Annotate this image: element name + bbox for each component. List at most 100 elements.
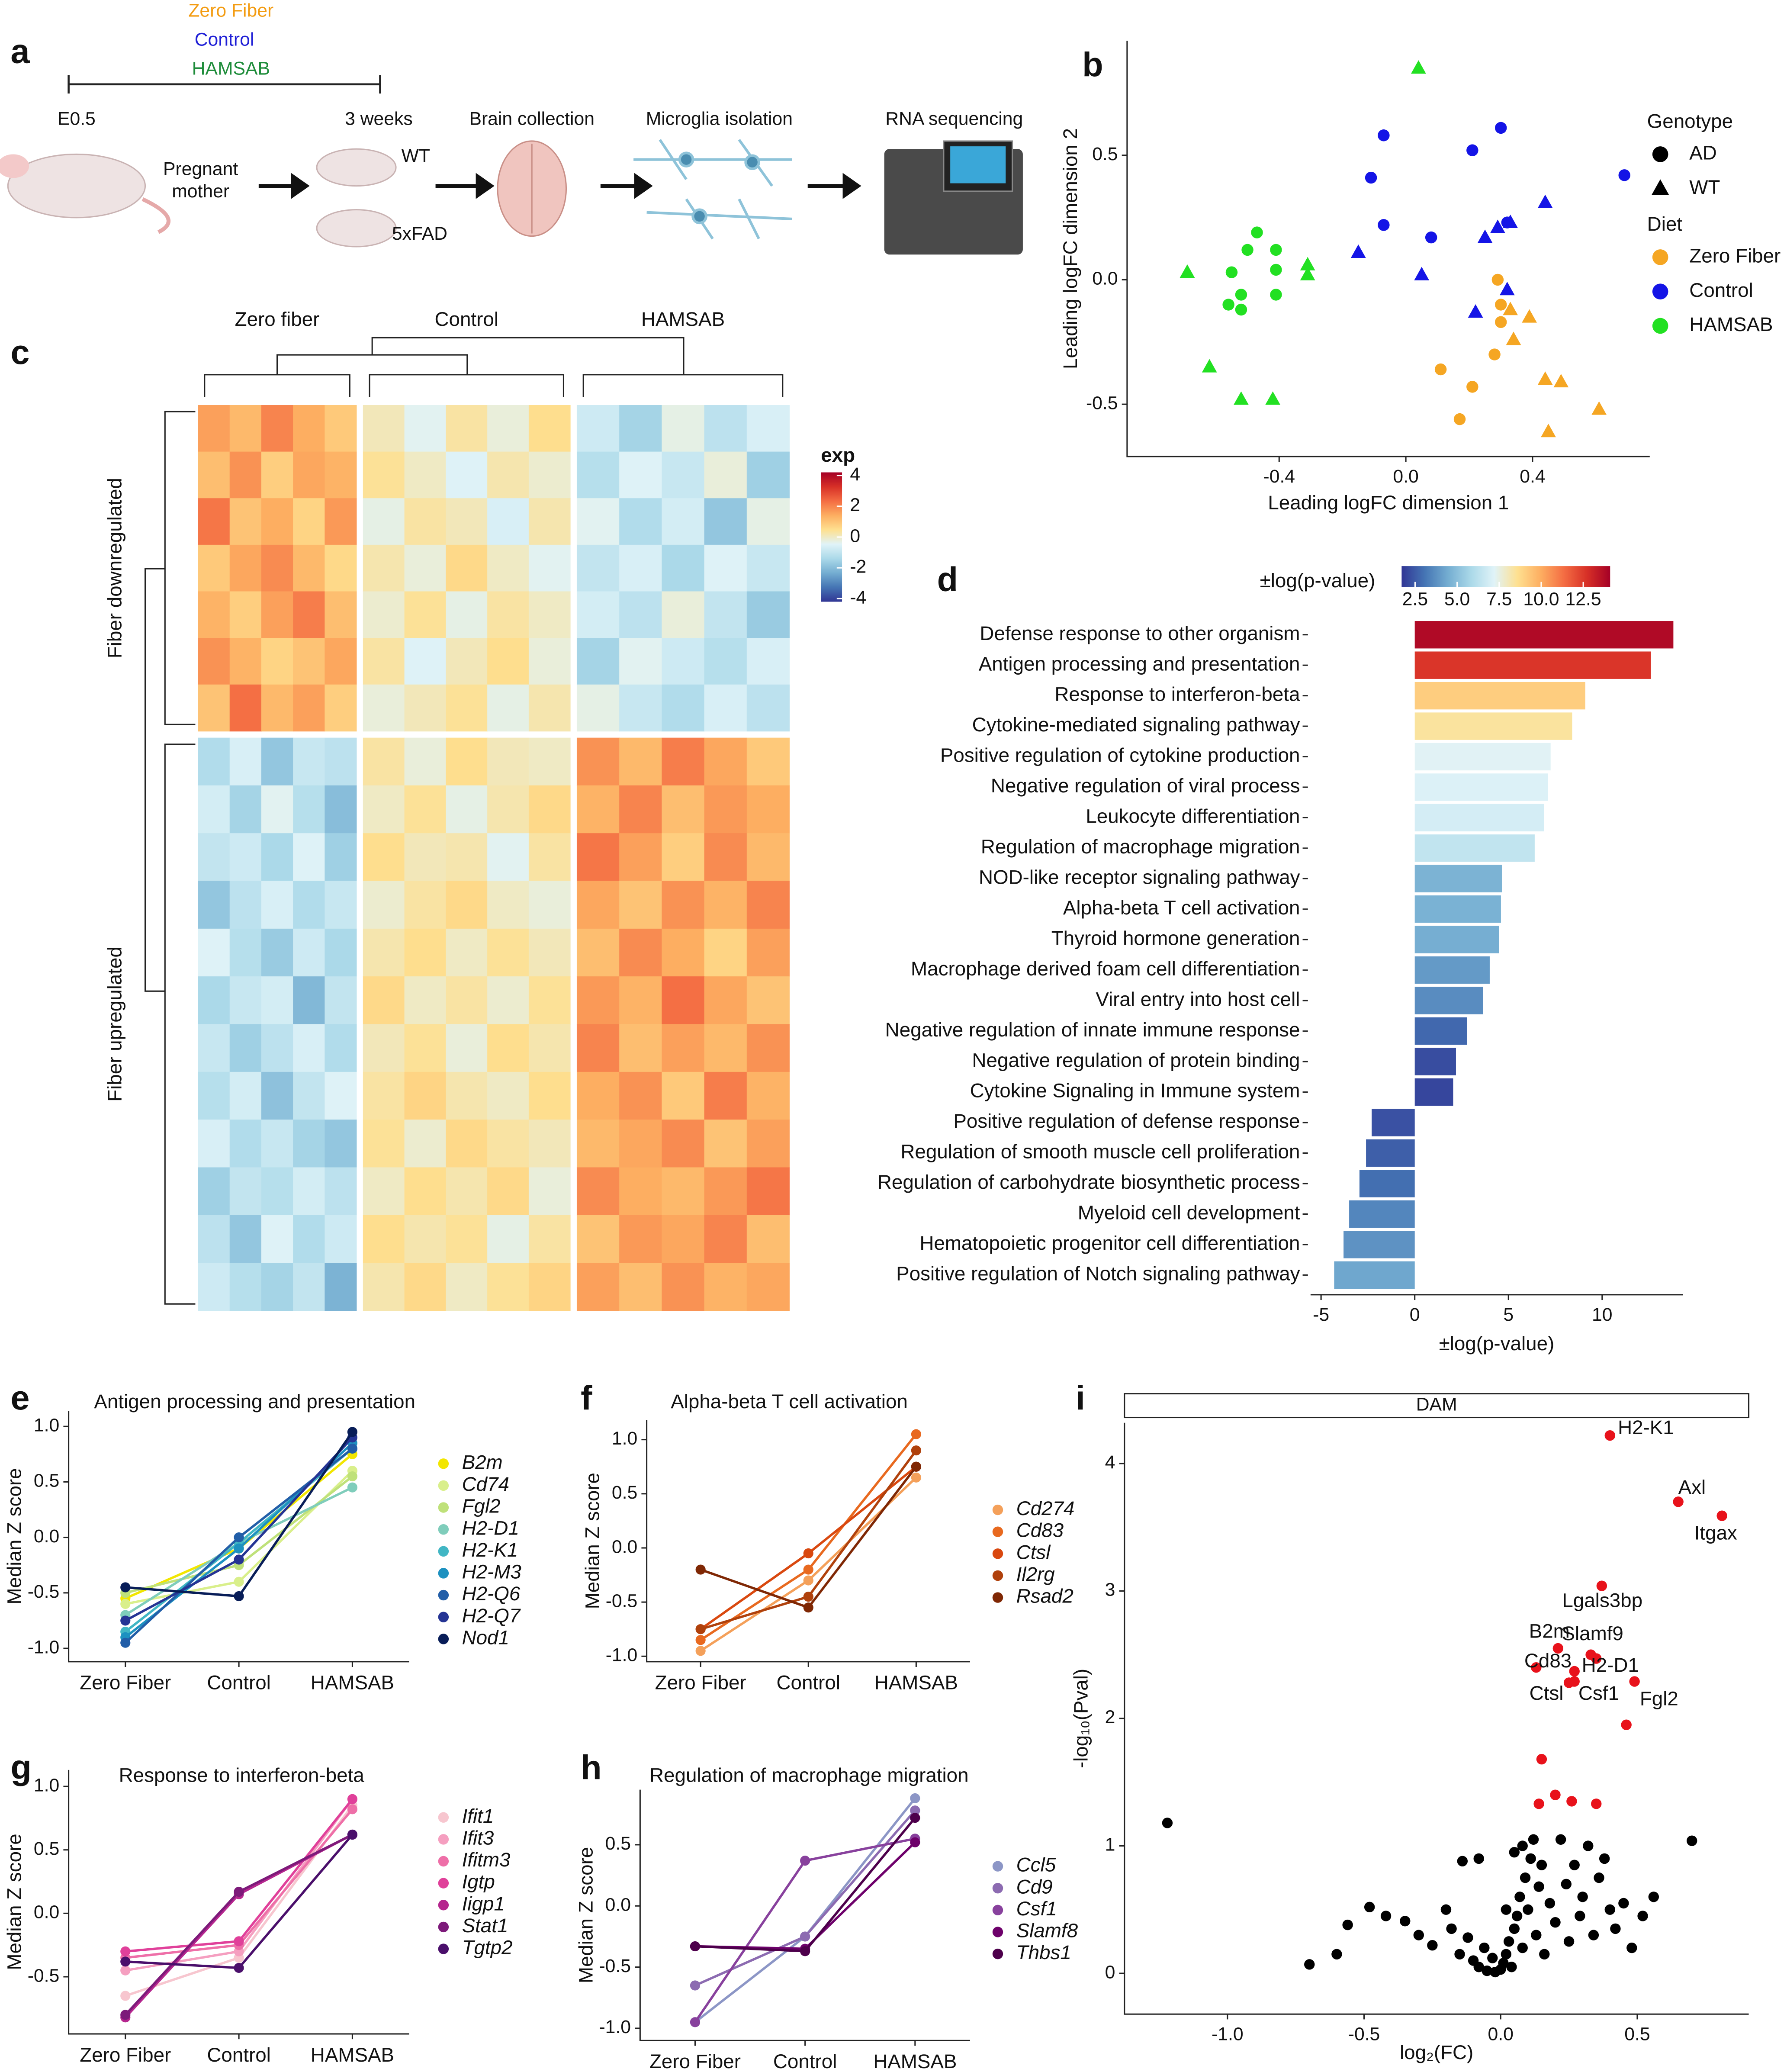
- heatmap-cell: [487, 976, 529, 1025]
- point: [120, 1638, 131, 1648]
- x-tick-label: 0.0: [1393, 466, 1418, 487]
- heatmap-cell: [528, 928, 571, 977]
- heatmap-cell: [528, 684, 571, 732]
- legend-title: Genotype: [1647, 110, 1733, 132]
- legend-label: HAMSAB: [1689, 313, 1773, 335]
- axis-line: [1126, 41, 1650, 457]
- heatmap-cell: [229, 833, 262, 882]
- heatmap-cell: [404, 833, 447, 882]
- y-tick-label: 1.0: [34, 1775, 59, 1795]
- point: [1180, 264, 1195, 278]
- heatmap-cell: [446, 1071, 488, 1120]
- heatmap-cell: [404, 1167, 447, 1216]
- heatmap-cell: [704, 638, 747, 685]
- heatmap-cell: [619, 1263, 662, 1311]
- heatmap-cell: [404, 638, 447, 685]
- heatmap-cell: [261, 1215, 294, 1264]
- heatmap-cell: [261, 1071, 294, 1120]
- legend-label: H2-Q7: [462, 1605, 521, 1627]
- heatmap-cell: [229, 881, 262, 929]
- heatmap-cell: [746, 785, 790, 834]
- heatmap-cell: [704, 1263, 747, 1311]
- heatmap-cell: [404, 1215, 447, 1264]
- y-tick-label: -0.5: [606, 1590, 638, 1611]
- heatmap-cell: [576, 928, 620, 977]
- point: [1528, 1834, 1539, 1845]
- point: [1498, 1958, 1509, 1969]
- heatmap-cell: [261, 976, 294, 1025]
- heatmap-cell: [198, 928, 230, 977]
- heatmap-cell: [662, 1167, 705, 1216]
- point: [1466, 144, 1478, 157]
- point: [1591, 1653, 1602, 1664]
- heatmap-cell: [576, 1071, 620, 1120]
- bar: [1366, 1139, 1415, 1167]
- heatmap-cell: [261, 405, 294, 452]
- heatmap-cell: [261, 833, 294, 882]
- point: [1501, 1949, 1512, 1959]
- heatmap-cell: [229, 405, 262, 452]
- point: [1610, 1923, 1621, 1934]
- point: [1566, 1796, 1577, 1807]
- y-tick-label: -1.0: [599, 2017, 631, 2037]
- heatmap-cell: [363, 1071, 405, 1120]
- heatmap-cell: [229, 1167, 262, 1216]
- point: [1629, 1676, 1640, 1687]
- heatmap-cell: [619, 498, 662, 545]
- heatmap-cell: [528, 1024, 571, 1072]
- heatmap-cell: [662, 544, 705, 592]
- point: [1553, 374, 1569, 388]
- point: [1555, 1834, 1566, 1845]
- point: [347, 1804, 358, 1815]
- heatmap-cell: [704, 1071, 747, 1120]
- heatmap-cell: [293, 544, 325, 592]
- category-label: Macrophage derived foam cell differentia…: [911, 958, 1300, 980]
- heatmap-cell: [363, 928, 405, 977]
- heatmap-cell: [446, 976, 488, 1025]
- heatmap-cell: [198, 737, 230, 786]
- heatmap-cell: [325, 881, 357, 929]
- sequencer-icon: [884, 140, 1023, 255]
- heatmap-cell: [363, 638, 405, 685]
- heatmap-cell: [198, 1167, 230, 1216]
- line: [124, 1834, 353, 2016]
- x-axis-label: log₂(FC): [1400, 2041, 1473, 2063]
- heatmap-cell: [404, 928, 447, 977]
- heatmap-cell: [576, 451, 620, 499]
- point: [690, 2017, 701, 2027]
- legend-swatch: [438, 1546, 449, 1557]
- point: [1495, 122, 1507, 134]
- heatmap-cell: [662, 976, 705, 1025]
- point: [690, 1980, 701, 1991]
- heatmap-cell: [293, 833, 325, 882]
- bar: [1414, 743, 1551, 771]
- y-axis-label: -log₁₀(Pval): [1070, 1669, 1092, 1768]
- category-label: Positive regulation of cytokine producti…: [940, 744, 1300, 766]
- line: [694, 1809, 916, 1987]
- heatmap-cell: [746, 881, 790, 929]
- point: [234, 1543, 244, 1554]
- heatmap-cell: [404, 405, 447, 452]
- heatmap-cell: [487, 451, 529, 499]
- point: [1569, 1666, 1580, 1677]
- point: [1453, 413, 1466, 425]
- heatmap-cell: [229, 928, 262, 977]
- heatmap-cell: [487, 638, 529, 685]
- point: [1499, 282, 1515, 296]
- mouse-icon: [0, 153, 171, 234]
- colorbar-tick-label: 0: [850, 525, 860, 546]
- legend-swatch: [438, 1502, 449, 1513]
- category-label: Response to interferon-beta: [1054, 683, 1300, 705]
- point: [1265, 391, 1281, 405]
- heatmap-cell: [487, 1167, 529, 1216]
- point: [1569, 1860, 1580, 1870]
- point: [1594, 1872, 1604, 1883]
- point: [347, 1471, 358, 1482]
- brain-icon: [497, 140, 567, 237]
- point: [1466, 381, 1478, 393]
- bar: [1414, 1078, 1453, 1106]
- panel-label: c: [10, 333, 29, 371]
- point: [347, 1794, 358, 1804]
- point: [1414, 267, 1430, 280]
- heatmap-cell: [404, 451, 447, 499]
